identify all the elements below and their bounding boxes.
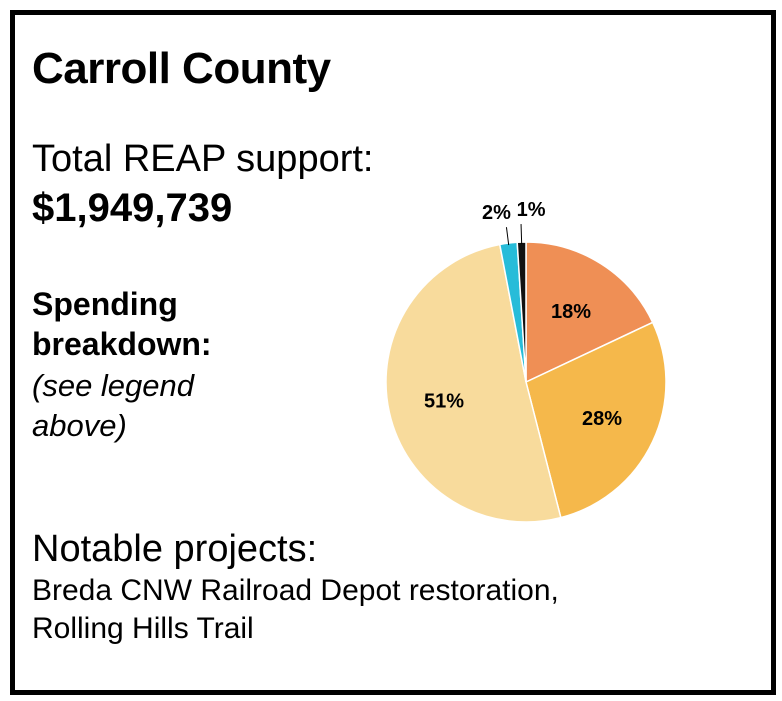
pie-labels: 18% 28% 51% 2% 1% (424, 199, 622, 430)
pie-slice-0 (525, 241, 654, 384)
county-title: Carroll County (32, 44, 331, 93)
projects-text: Breda CNW Railroad Depot restoration, Ro… (32, 574, 559, 645)
projects-heading: Notable projects: (32, 528, 318, 570)
spending-note: (see legend above) (32, 368, 195, 443)
spending-pie-chart: 18% 28% 51% 2% 1% (385, 199, 667, 523)
spending-heading: Spending breakdown: (32, 286, 212, 362)
pie-label-4: 1% (517, 199, 546, 221)
pie-slice-2 (385, 243, 562, 523)
pie-label-3: 2% (482, 202, 511, 224)
pie-leader-line-4 (520, 224, 523, 245)
total-support-label: Total REAP support: (32, 138, 374, 180)
pie-leader-line-3 (505, 227, 510, 246)
pie-slice-1 (525, 321, 667, 519)
total-support-value: $1,949,739 (32, 186, 233, 230)
pie-slices (385, 241, 667, 523)
pie-label-1: 28% (582, 408, 622, 430)
pie-label-2: 51% (424, 390, 464, 412)
pie-label-0: 18% (551, 301, 591, 323)
